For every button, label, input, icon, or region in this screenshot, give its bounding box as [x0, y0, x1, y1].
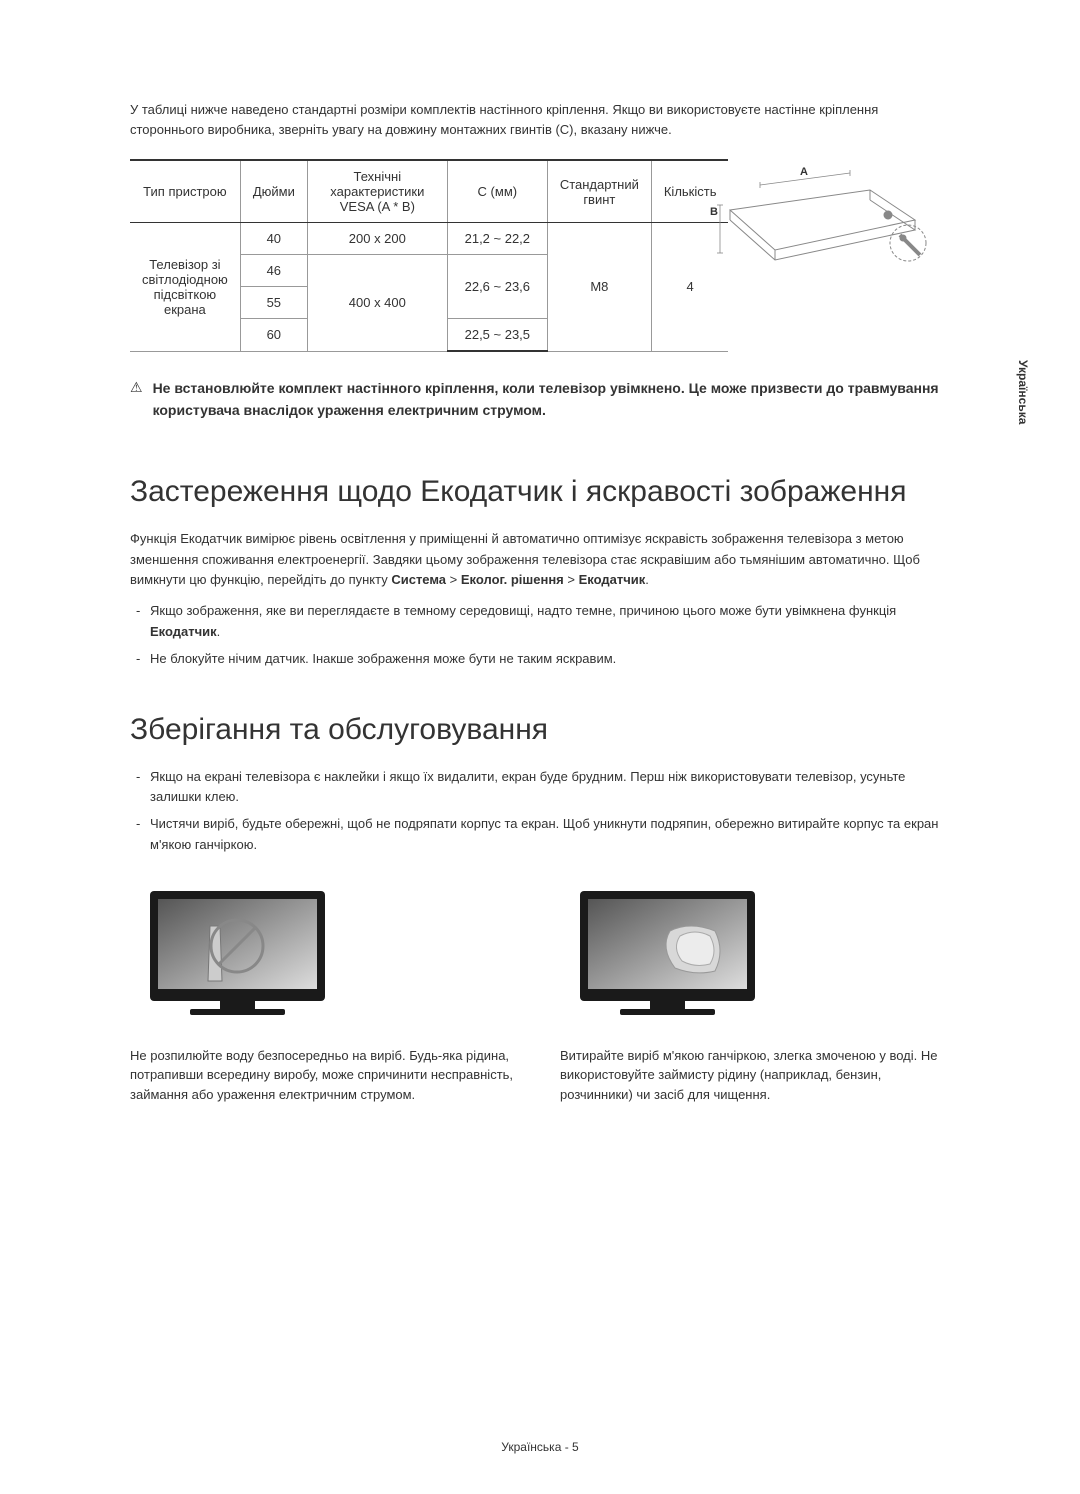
spec-table: Тип пристрою Дюйми Технічні характеристи…: [130, 159, 728, 352]
th-type: Тип пристрою: [130, 160, 240, 223]
section1-title: Застереження щодо Екодатчик і яскравості…: [130, 472, 950, 511]
s1-bullet-1-pre: Не блокуйте нічим датчик. Інакше зображе…: [150, 651, 616, 666]
th-vesa: Технічні характеристики VESA (A * B): [307, 160, 447, 223]
tv-wipe-image: [560, 876, 780, 1026]
td-c-3: 22,5 ~ 23,5: [447, 319, 547, 352]
s1-bullet-1: Не блокуйте нічим датчик. Інакше зображе…: [130, 649, 950, 670]
warning-block: ⚠ Не встановлюйте комплект настінного кр…: [130, 377, 950, 422]
warning-icon: ⚠: [130, 379, 143, 396]
intro-paragraph: У таблиці нижче наведено стандартні розм…: [130, 100, 950, 139]
s1-m2: >: [564, 572, 579, 587]
s1-b3: Екодатчик: [579, 572, 646, 587]
mount-diagram: A B: [700, 165, 930, 315]
td-screw: M8: [547, 223, 651, 352]
page-footer: Українська - 5: [0, 1440, 1080, 1454]
section2-bullets: Якщо на екрані телевізора є наклейки і я…: [130, 767, 950, 856]
image-col-0: Не розпилюйте воду безпосередньо на вирі…: [130, 876, 520, 1105]
td-c-0: 21,2 ~ 22,2: [447, 223, 547, 255]
td-c-1: 22,6 ~ 23,6: [447, 255, 547, 319]
s1-post: .: [645, 572, 649, 587]
td-inches-1: 46: [240, 255, 307, 287]
td-inches-3: 60: [240, 319, 307, 352]
language-side-label: Українська: [1016, 360, 1030, 424]
td-inches-2: 55: [240, 287, 307, 319]
image-row: Не розпилюйте воду безпосередньо на вирі…: [130, 876, 950, 1105]
s1-bullet-0: Якщо зображення, яке ви переглядаєте в т…: [130, 601, 950, 643]
caption-0: Не розпилюйте воду безпосередньо на вирі…: [130, 1046, 520, 1105]
s1-bullet-0-pre: Якщо зображення, яке ви переглядаєте в т…: [150, 603, 896, 618]
s2-bullet-1: Чистячи виріб, будьте обережні, щоб не п…: [130, 814, 950, 856]
s2-bullet-0: Якщо на екрані телевізора є наклейки і я…: [130, 767, 950, 809]
td-vesa-0: 200 x 200: [307, 223, 447, 255]
td-inches-0: 40: [240, 223, 307, 255]
section2-title: Зберігання та обслуговування: [130, 710, 950, 749]
s1-b2: Еколог. рішення: [461, 572, 564, 587]
section1-bullets: Якщо зображення, яке ви переглядаєте в т…: [130, 601, 950, 669]
diagram-label-a: A: [800, 166, 808, 178]
caption-1: Витирайте виріб м'якою ганчіркою, злегка…: [560, 1046, 950, 1105]
s1-b1: Система: [391, 572, 446, 587]
th-c: C (мм): [447, 160, 547, 223]
diagram-label-b: B: [710, 206, 718, 218]
s1-bullet-0-post: .: [217, 624, 221, 639]
th-inches: Дюйми: [240, 160, 307, 223]
section1-body: Функція Екодатчик вимірює рівень освітле…: [130, 529, 950, 591]
image-col-1: Витирайте виріб м'якою ганчіркою, злегка…: [560, 876, 950, 1105]
th-screw: Стандартний гвинт: [547, 160, 651, 223]
td-type: Телевізор зі світлодіодною підсвіткою ек…: [130, 223, 240, 352]
s1-m1: >: [446, 572, 461, 587]
warning-text: Не встановлюйте комплект настінного кріп…: [153, 377, 950, 422]
td-vesa-1: 400 x 400: [307, 255, 447, 352]
tv-spray-image: [130, 876, 350, 1026]
s1-bullet-0-bold: Екодатчик: [150, 624, 217, 639]
